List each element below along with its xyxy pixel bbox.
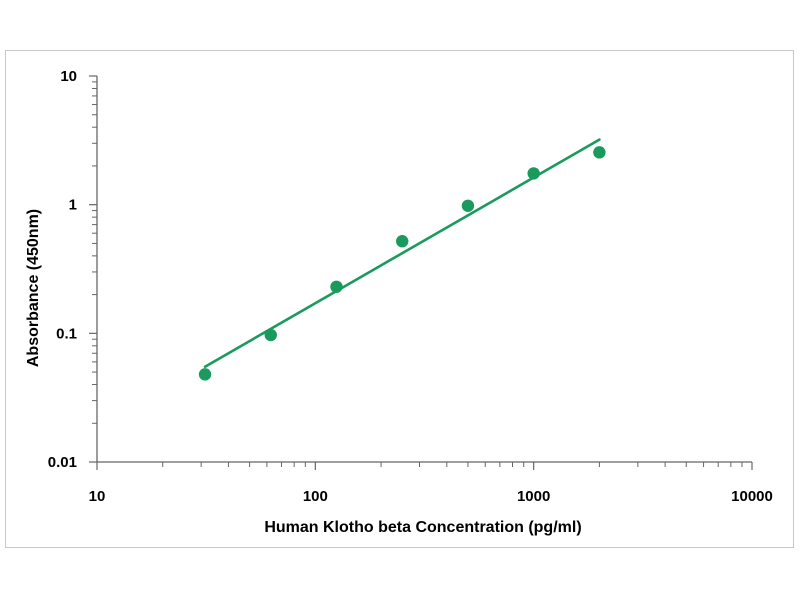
fit-line: [203, 138, 601, 369]
fit-line-group: [203, 138, 601, 369]
y-tick-label: 0.01: [48, 454, 77, 471]
data-point: [264, 328, 277, 342]
axes: [96, 76, 752, 463]
x-tick-label: 10000: [731, 488, 773, 505]
x-tick-label: 100: [303, 488, 328, 505]
y-tick-label: 1: [69, 197, 77, 214]
chart-frame: [5, 50, 794, 548]
y-axis-title: Absorbance (450nm): [25, 209, 42, 367]
data-point: [198, 368, 212, 381]
x-ticks: 10 100 1000 10000: [89, 462, 773, 505]
data-points: [198, 146, 606, 381]
data-point: [396, 235, 409, 248]
data-point: [527, 167, 540, 180]
y-ticks: 0.01 0.1 1 10: [48, 68, 97, 471]
y-tick-label: 0.1: [56, 325, 77, 342]
data-point: [461, 199, 475, 212]
x-tick-label: 1000: [517, 488, 550, 505]
x-axis-title: Human Klotho beta Concentration (pg/ml): [264, 519, 581, 536]
y-tick-label: 10: [60, 68, 77, 85]
data-point: [330, 280, 343, 293]
data-point: [593, 146, 606, 159]
x-tick-label: 10: [89, 488, 106, 505]
